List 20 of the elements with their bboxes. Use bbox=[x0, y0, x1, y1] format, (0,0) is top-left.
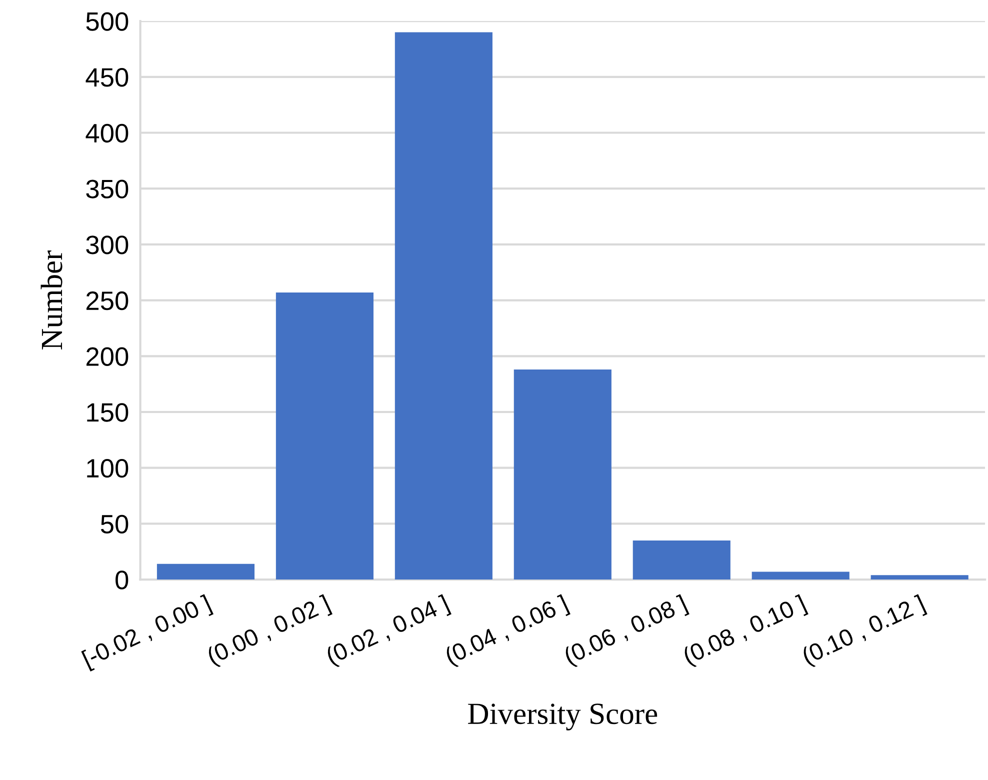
y-tick-label: 450 bbox=[86, 68, 128, 87]
y-axis-title: Number bbox=[40, 250, 62, 350]
y-tick-label: 0 bbox=[116, 570, 128, 590]
y-tick-label: 350 bbox=[86, 180, 128, 198]
y-tick-label: 100 bbox=[87, 458, 128, 478]
y-tick-label: 50 bbox=[100, 514, 128, 534]
y-tick-label: 500 bbox=[86, 12, 128, 31]
y-tick-label: 300 bbox=[86, 236, 128, 254]
x-axis-title: Diversity Score bbox=[468, 704, 658, 730]
bar bbox=[870, 575, 968, 580]
y-tick-label: 400 bbox=[86, 124, 128, 143]
y-tick-label: 200 bbox=[86, 347, 128, 366]
bar bbox=[156, 564, 255, 580]
bar bbox=[632, 540, 730, 580]
bar bbox=[276, 292, 374, 580]
y-tick-label: 250 bbox=[86, 291, 128, 310]
bar bbox=[514, 370, 612, 580]
bar bbox=[394, 32, 492, 580]
bar bbox=[752, 572, 850, 580]
y-tick-label: 150 bbox=[87, 403, 128, 422]
